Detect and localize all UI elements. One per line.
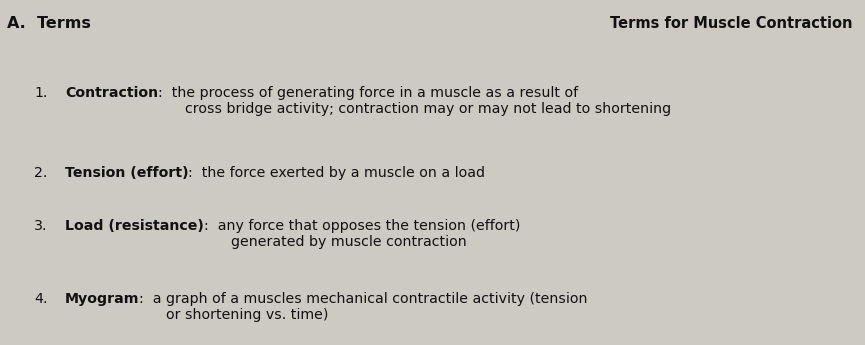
Text: :  a graph of a muscles mechanical contractile activity (tension
      or shorte: : a graph of a muscles mechanical contra… — [139, 292, 588, 322]
Text: Terms for Muscle Contraction: Terms for Muscle Contraction — [610, 16, 852, 30]
Text: :  the force exerted by a muscle on a load: : the force exerted by a muscle on a loa… — [189, 166, 485, 180]
Text: 4.: 4. — [34, 292, 48, 306]
Text: :  any force that opposes the tension (effort)
      generated by muscle contrac: : any force that opposes the tension (ef… — [204, 219, 520, 249]
Text: 3.: 3. — [34, 219, 48, 233]
Text: Contraction: Contraction — [65, 86, 158, 100]
Text: Myogram: Myogram — [65, 292, 139, 306]
Text: :  the process of generating force in a muscle as a result of
      cross bridge: : the process of generating force in a m… — [158, 86, 671, 117]
Text: Load (resistance): Load (resistance) — [65, 219, 204, 233]
Text: 2.: 2. — [35, 166, 48, 180]
Text: Tension (effort): Tension (effort) — [65, 166, 189, 180]
Text: 1.: 1. — [35, 86, 48, 100]
Text: A.  Terms: A. Terms — [7, 16, 91, 30]
